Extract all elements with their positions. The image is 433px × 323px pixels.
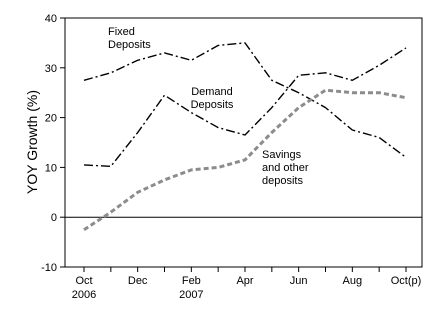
y-tick-label: -10 — [41, 262, 57, 274]
x-tick-label: Oct — [75, 275, 92, 287]
y-tick-label: 0 — [51, 212, 57, 224]
series-line-1 — [83, 42, 407, 158]
x-tick-sublabel: 2006 — [72, 289, 96, 301]
y-tick-label: 40 — [45, 13, 57, 25]
y-axis: -10 0 10 20 30 40 — [41, 13, 65, 274]
plot-frame — [64, 17, 423, 268]
x-tick-label: Apr — [236, 275, 253, 287]
series-line-3 — [83, 88, 407, 231]
x-axis: Oct 2006 Dec Feb 2007 Apr Jun Aug Oct(p) — [72, 267, 422, 301]
x-tick-label: Feb — [182, 275, 201, 287]
x-tick-label: Jun — [290, 275, 308, 287]
series-label-3: Savings and other deposits — [262, 149, 309, 187]
x-tick-label: Oct(p) — [391, 275, 422, 287]
series-line-2 — [83, 47, 407, 168]
x-tick-sublabel: 2007 — [179, 289, 203, 301]
y-tick-label: 10 — [45, 162, 57, 174]
series-label-1: Fixed Deposits — [108, 26, 151, 51]
x-tick-label: Dec — [128, 275, 148, 287]
series-layer — [83, 42, 407, 231]
y-axis-title: YOY Growth (%) — [24, 90, 40, 194]
y-tick-label: 20 — [45, 113, 57, 125]
series-label-2: Demand Deposits — [191, 86, 234, 111]
x-tick-label: Aug — [343, 275, 363, 287]
y-tick-label: 30 — [45, 63, 57, 75]
annotation-layer: Fixed Deposits Demand Deposits Savings and ot… — [108, 26, 309, 187]
